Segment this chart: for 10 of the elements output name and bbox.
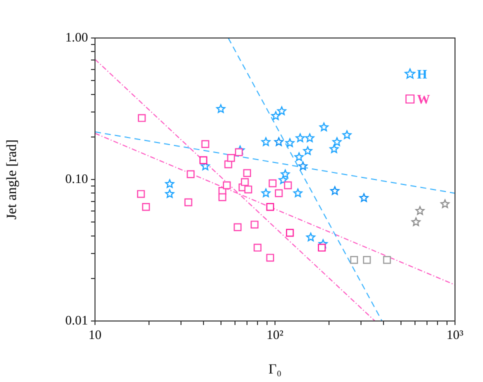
legend-label: H [417, 66, 428, 82]
x-tick-label: 10 [88, 327, 102, 342]
y-tick-label: 0.01 [65, 312, 88, 328]
legend-label: W [417, 91, 430, 106]
x-axis-title: Γ₀ [268, 362, 282, 378]
y-axis-title: Jet angle [rad] [5, 139, 20, 220]
y-tick-label: 0.10 [65, 170, 88, 186]
y-tick-label: 1.00 [65, 29, 88, 44]
x-tick-label: 10³ [446, 327, 464, 342]
x-tick-label: 10² [266, 327, 284, 342]
